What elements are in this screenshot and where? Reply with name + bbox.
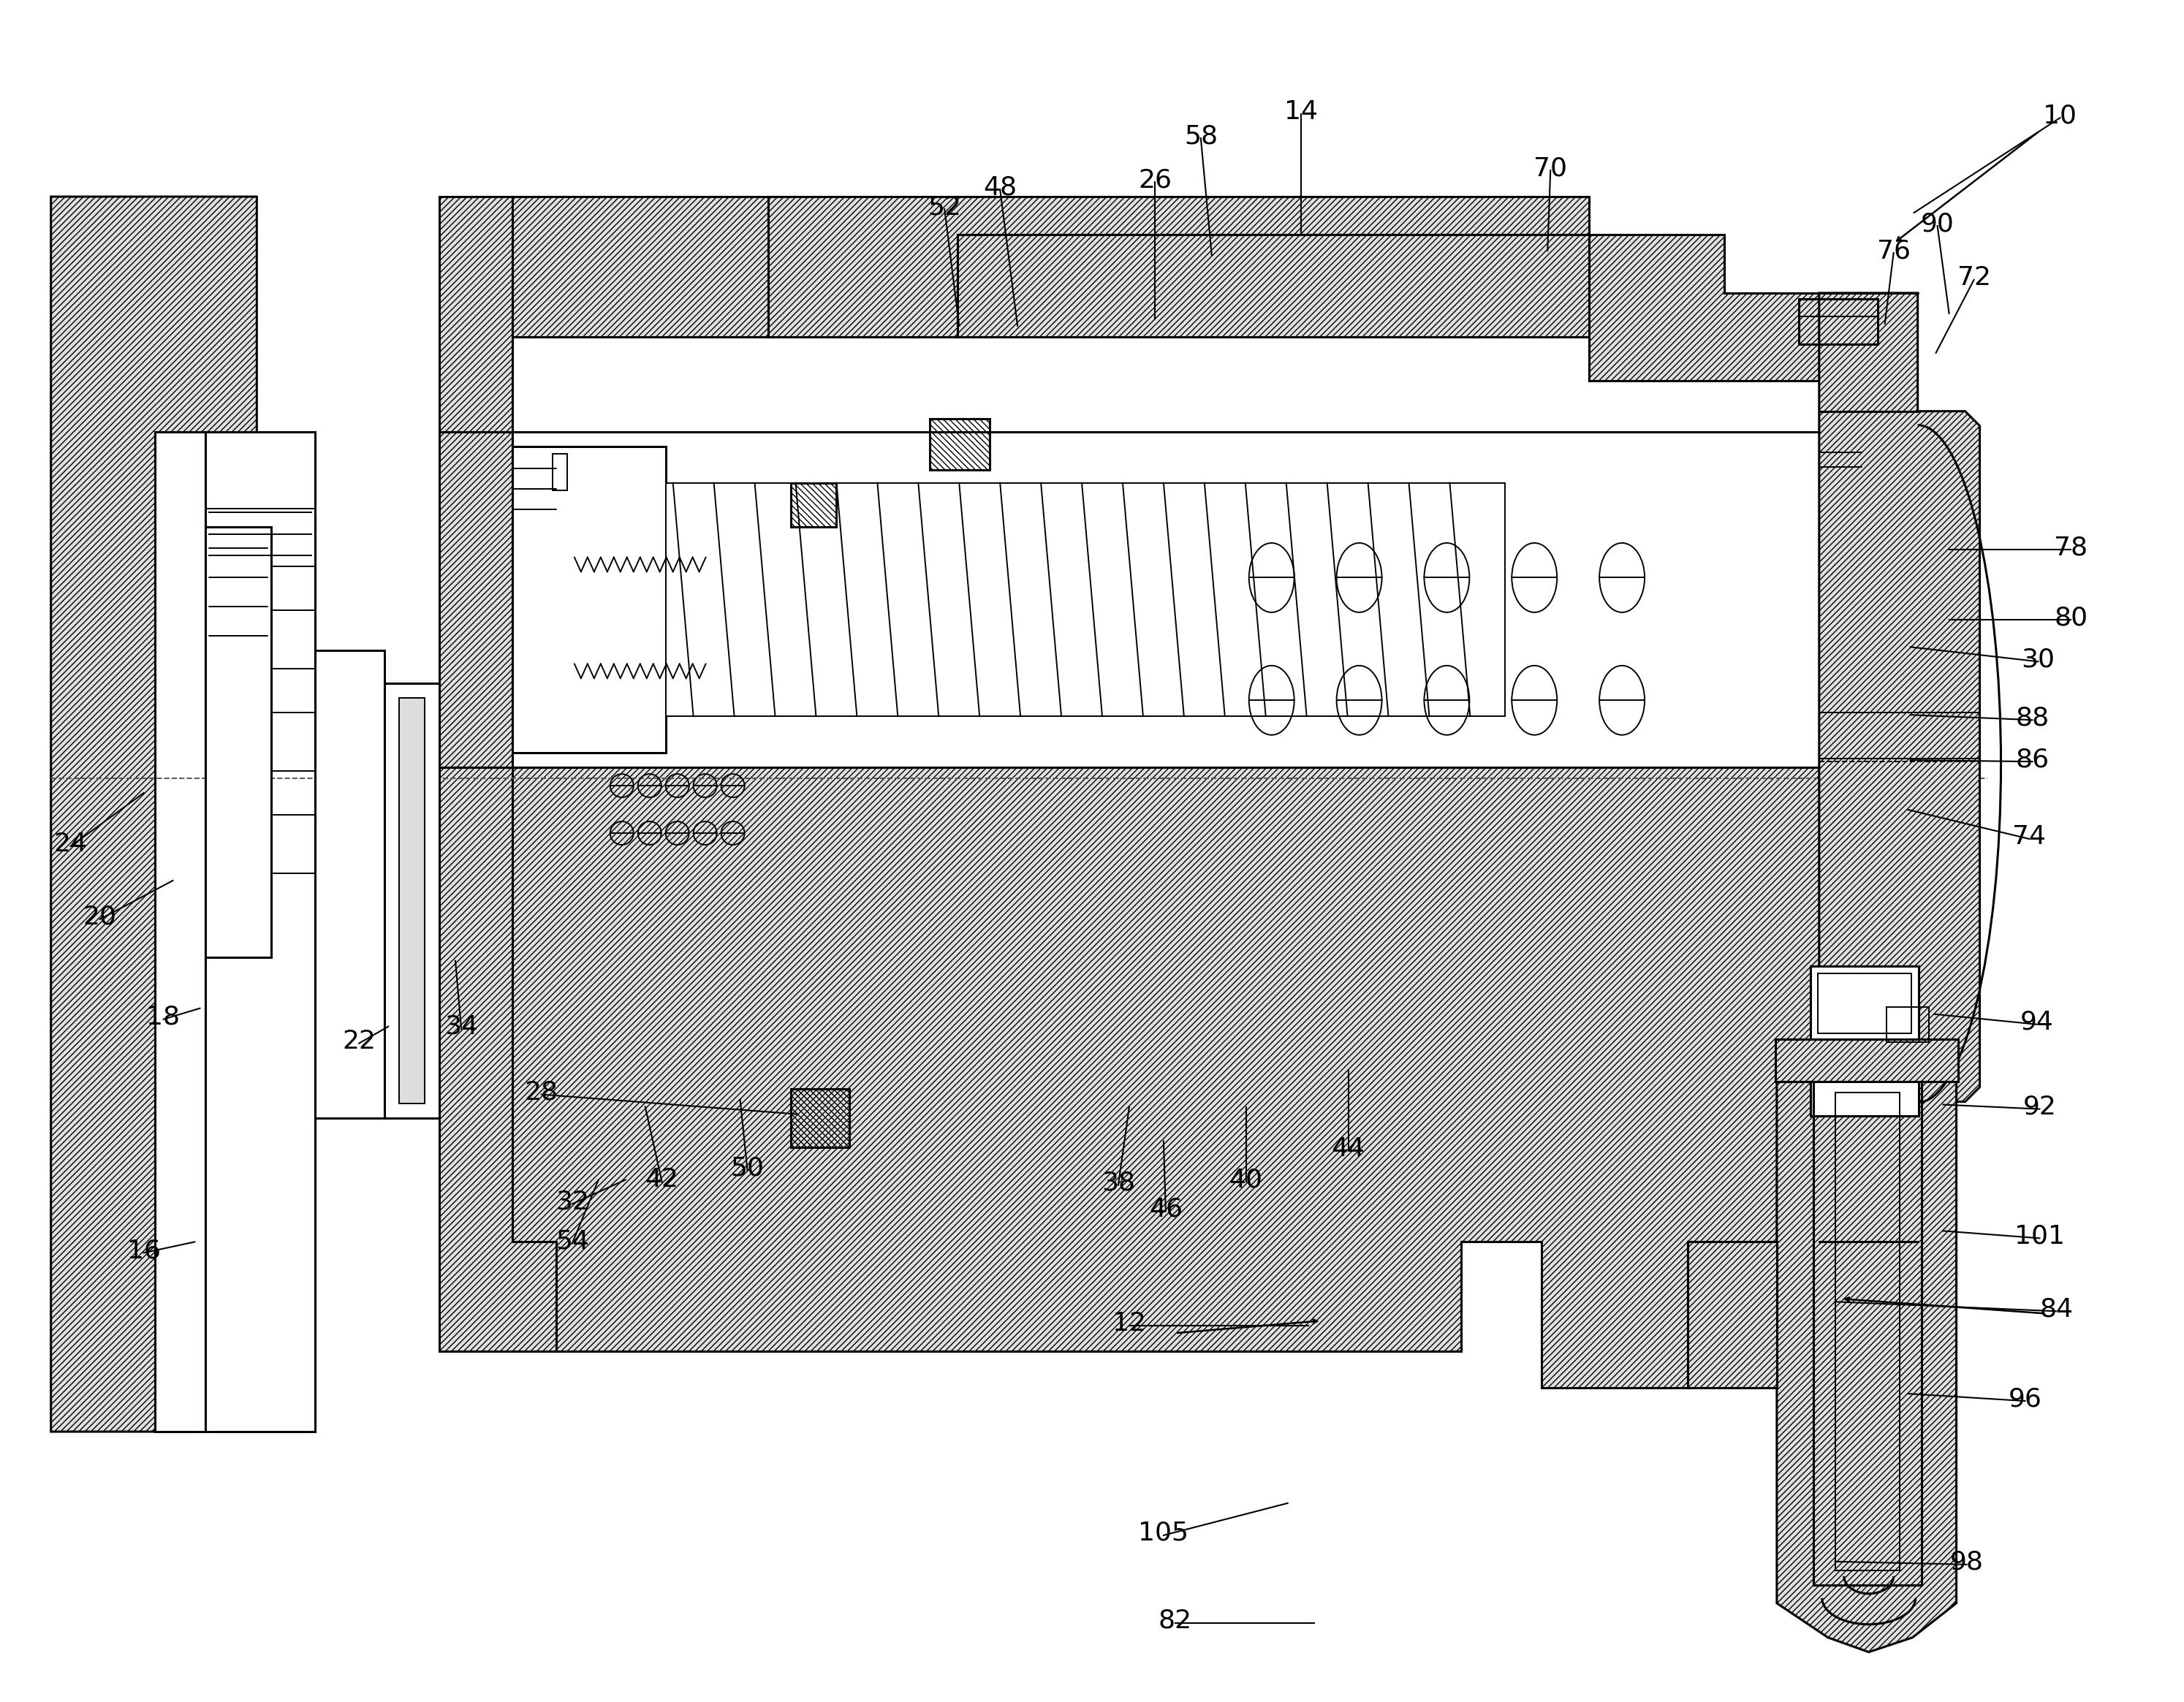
Text: 16: 16 xyxy=(127,1239,159,1263)
Bar xyxy=(553,453,568,490)
Text: 10: 10 xyxy=(2044,104,2077,128)
Text: 78: 78 xyxy=(2055,536,2088,560)
Text: 82: 82 xyxy=(1158,1608,1192,1634)
Bar xyxy=(205,432,314,1431)
Text: 92: 92 xyxy=(2022,1094,2057,1120)
Text: 72: 72 xyxy=(1957,266,1990,289)
Text: 90: 90 xyxy=(1920,211,1955,237)
Polygon shape xyxy=(769,197,1590,337)
Bar xyxy=(1887,1008,1928,1042)
Text: 34: 34 xyxy=(443,1014,478,1038)
Polygon shape xyxy=(513,446,725,752)
Polygon shape xyxy=(957,235,1590,337)
Polygon shape xyxy=(439,768,657,1351)
Text: 40: 40 xyxy=(1230,1168,1262,1193)
Text: 105: 105 xyxy=(1138,1520,1188,1545)
Bar xyxy=(1813,1077,1922,1585)
Text: 76: 76 xyxy=(1876,238,1911,264)
Polygon shape xyxy=(1819,293,1979,1242)
Text: 14: 14 xyxy=(1284,99,1317,124)
Bar xyxy=(205,713,314,771)
Text: 80: 80 xyxy=(2055,606,2088,630)
Bar xyxy=(1835,1093,1900,1571)
Bar xyxy=(205,526,271,957)
Text: 98: 98 xyxy=(1950,1551,1983,1574)
Text: 58: 58 xyxy=(1184,124,1219,148)
Text: 20: 20 xyxy=(83,905,116,929)
Bar xyxy=(791,483,836,526)
Bar xyxy=(930,419,989,470)
Polygon shape xyxy=(50,197,258,1431)
Text: 28: 28 xyxy=(524,1079,559,1105)
Text: 70: 70 xyxy=(1533,157,1568,180)
Text: 12: 12 xyxy=(1112,1311,1147,1336)
Polygon shape xyxy=(439,432,513,768)
Bar xyxy=(205,509,314,567)
Polygon shape xyxy=(1590,235,1819,381)
Bar xyxy=(791,1089,850,1147)
Bar xyxy=(384,684,439,1118)
Polygon shape xyxy=(513,768,1819,1387)
Bar xyxy=(400,698,424,1103)
Text: 22: 22 xyxy=(343,1028,376,1054)
Text: 18: 18 xyxy=(146,1004,181,1030)
Bar xyxy=(1776,1038,1957,1081)
Bar xyxy=(1817,974,1911,1033)
Text: 52: 52 xyxy=(928,194,961,220)
Text: 42: 42 xyxy=(644,1168,679,1193)
Text: 32: 32 xyxy=(555,1190,590,1214)
Text: 94: 94 xyxy=(2020,1009,2053,1035)
Text: 54: 54 xyxy=(555,1229,590,1254)
Bar xyxy=(314,650,384,1118)
Text: 84: 84 xyxy=(2040,1297,2073,1321)
Text: 88: 88 xyxy=(2016,705,2049,730)
Text: 26: 26 xyxy=(1138,167,1171,192)
Text: 24: 24 xyxy=(55,832,87,856)
Bar xyxy=(205,611,314,669)
Text: 50: 50 xyxy=(732,1156,764,1181)
Polygon shape xyxy=(1688,1242,1778,1387)
Polygon shape xyxy=(1778,1064,1957,1653)
Text: 38: 38 xyxy=(1101,1171,1136,1195)
Bar xyxy=(205,815,314,873)
Polygon shape xyxy=(439,197,513,432)
Text: 74: 74 xyxy=(2014,824,2046,849)
Text: 48: 48 xyxy=(983,175,1018,199)
Bar xyxy=(666,483,1505,717)
Text: 44: 44 xyxy=(1332,1135,1365,1161)
Polygon shape xyxy=(155,432,205,1431)
Text: 86: 86 xyxy=(2016,747,2049,771)
Polygon shape xyxy=(513,197,769,337)
Text: 101: 101 xyxy=(2014,1224,2064,1249)
Text: 46: 46 xyxy=(1149,1197,1182,1222)
Text: 96: 96 xyxy=(2009,1387,2042,1411)
Bar xyxy=(1800,300,1878,344)
Text: 30: 30 xyxy=(2022,647,2055,672)
Bar xyxy=(1811,967,1918,1115)
